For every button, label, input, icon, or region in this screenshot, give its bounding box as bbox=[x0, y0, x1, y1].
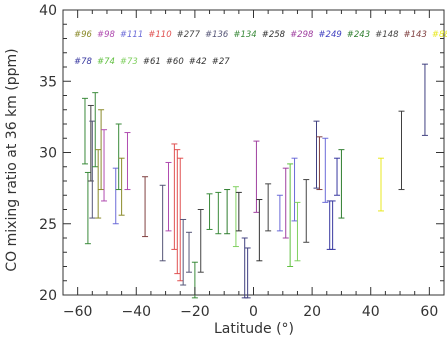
error-bar bbox=[206, 193, 213, 230]
error-bar bbox=[224, 189, 231, 235]
error-bar bbox=[174, 149, 181, 275]
error-bar bbox=[197, 209, 204, 273]
error-bar bbox=[180, 218, 187, 286]
y-tick-label: 35 bbox=[39, 74, 57, 90]
legend-entry: #96 bbox=[74, 30, 93, 40]
error-bar bbox=[95, 149, 102, 219]
legend-entry: #88 bbox=[432, 30, 447, 40]
legend-entry: #60 bbox=[166, 57, 184, 67]
legend-entry: #148 bbox=[375, 30, 399, 40]
error-bar bbox=[115, 123, 122, 191]
legend-entry: #42 bbox=[189, 57, 207, 67]
legend-entry: #111 bbox=[120, 30, 143, 40]
error-bar bbox=[377, 157, 384, 212]
legend-entry: #258 bbox=[262, 30, 286, 40]
legend-entry: #61 bbox=[143, 57, 161, 67]
error-bars bbox=[81, 63, 428, 299]
error-bar bbox=[101, 129, 108, 202]
legend-entry: #110 bbox=[148, 30, 171, 40]
plot-frame bbox=[62, 9, 445, 296]
x-axis-label: Latitude (°) bbox=[214, 321, 294, 337]
error-bar bbox=[159, 184, 166, 262]
axis-ticks bbox=[63, 9, 444, 296]
x-tick-label: −60 bbox=[63, 304, 93, 320]
error-bar bbox=[241, 237, 248, 299]
y-tick-label: 25 bbox=[39, 217, 57, 233]
legend-entry: #27 bbox=[212, 57, 231, 67]
x-tick-label: 40 bbox=[362, 304, 380, 320]
error-bar bbox=[244, 247, 251, 299]
error-bar bbox=[322, 137, 329, 203]
legend-entry: #249 bbox=[318, 30, 341, 40]
x-tick-label: −20 bbox=[180, 304, 210, 320]
error-bar bbox=[124, 132, 131, 191]
error-bar bbox=[338, 149, 345, 219]
legend-entry: #74 bbox=[97, 57, 115, 67]
x-tick-label: −40 bbox=[121, 304, 151, 320]
y-tick-label: 30 bbox=[39, 146, 57, 162]
error-bar bbox=[87, 104, 94, 182]
error-bar bbox=[84, 171, 91, 245]
legend-entry: #298 bbox=[290, 30, 314, 40]
error-bar bbox=[215, 191, 222, 235]
error-bar bbox=[316, 136, 323, 191]
error-bar bbox=[398, 110, 405, 191]
legend-entry: #134 bbox=[233, 30, 256, 40]
error-bar bbox=[256, 199, 263, 262]
error-bar bbox=[235, 191, 242, 232]
error-bar bbox=[276, 194, 283, 232]
error-bar bbox=[326, 200, 333, 250]
legend: #96 #98 #111 #110 #277 #136 #134 #258 #298 #249 #2… bbox=[74, 30, 447, 67]
x-tick-label: 20 bbox=[303, 304, 321, 320]
legend-entry: #78 bbox=[74, 57, 93, 67]
error-bar bbox=[81, 97, 88, 165]
legend-entry: #136 bbox=[205, 30, 229, 40]
error-bar bbox=[303, 179, 310, 243]
legend-entry: #98 bbox=[97, 30, 116, 40]
error-bar bbox=[92, 92, 99, 168]
error-bar bbox=[334, 157, 341, 196]
legend-entry: #243 bbox=[347, 30, 370, 40]
legend-entry: #277 bbox=[177, 30, 201, 40]
y-tick-label: 20 bbox=[39, 288, 57, 304]
error-bar bbox=[265, 183, 272, 232]
error-bar bbox=[313, 120, 320, 189]
plot-border bbox=[62, 9, 445, 296]
error-bar bbox=[291, 157, 298, 222]
error-bar bbox=[287, 163, 294, 267]
error-bar bbox=[118, 157, 125, 216]
error-bar bbox=[329, 200, 336, 250]
error-bar bbox=[171, 143, 178, 250]
error-bar bbox=[165, 161, 172, 232]
error-bar bbox=[186, 231, 193, 273]
error-bar bbox=[112, 167, 119, 225]
error-bar bbox=[89, 120, 96, 219]
x-tick-label: 0 bbox=[249, 304, 258, 320]
error-bar bbox=[421, 63, 428, 136]
tick-labels: −60 −40 −20 0 20 40 60 20 25 30 35 40 bbox=[39, 3, 438, 320]
error-bar bbox=[232, 186, 239, 248]
error-bar bbox=[253, 140, 260, 213]
error-bar bbox=[142, 176, 149, 238]
legend-entry: #73 bbox=[120, 57, 138, 67]
error-bar bbox=[98, 109, 105, 191]
legend-entry: #143 bbox=[404, 30, 427, 40]
y-tick-label: 40 bbox=[39, 3, 57, 19]
y-axis-label: CO mixing ratio at 36 km (ppm) bbox=[4, 48, 20, 271]
error-bar bbox=[294, 201, 301, 262]
x-tick-label: 60 bbox=[420, 304, 438, 320]
error-bar bbox=[282, 167, 289, 239]
